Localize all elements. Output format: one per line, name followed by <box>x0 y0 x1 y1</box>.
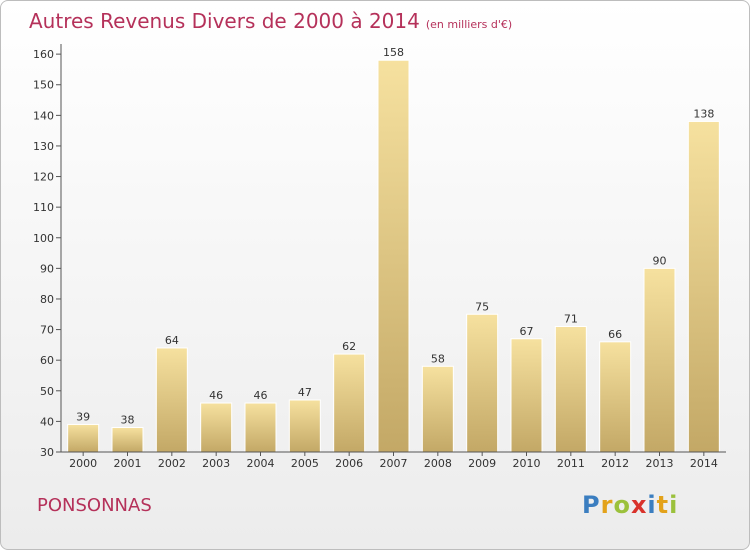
bar-2002 <box>155 347 188 453</box>
x-tick-label-2009: 2009 <box>468 457 496 470</box>
y-tick-label: 50 <box>40 385 54 398</box>
bar-2005 <box>288 399 321 453</box>
chart-unit: (en milliers d'€) <box>425 18 513 31</box>
value-label-2001: 38 <box>121 414 135 427</box>
bar-2012 <box>599 341 632 453</box>
value-label-2008: 58 <box>431 352 445 365</box>
bar-2003 <box>200 402 233 453</box>
x-tick-label-2014: 2014 <box>690 457 718 470</box>
x-tick-label-2001: 2001 <box>114 457 142 470</box>
logo-letter: t <box>656 491 670 519</box>
bar-2006 <box>333 353 366 453</box>
x-tick-label-2013: 2013 <box>646 457 674 470</box>
y-tick-label: 130 <box>33 140 54 153</box>
bar-2000 <box>67 423 100 453</box>
value-label-2003: 46 <box>209 389 223 402</box>
y-tick-label: 100 <box>33 232 54 245</box>
bar-2013 <box>643 267 676 453</box>
logo-letter: i <box>647 491 657 519</box>
value-label-2014: 138 <box>693 107 714 120</box>
x-tick-label-2002: 2002 <box>158 457 186 470</box>
x-tick-label-2007: 2007 <box>380 457 408 470</box>
chart-title: Autres Revenus Divers de 2000 à 2014 (en … <box>29 9 512 33</box>
logo-letter: x <box>630 491 648 519</box>
bar-2011 <box>554 326 587 453</box>
y-tick-label: 160 <box>33 48 54 61</box>
y-tick-label: 80 <box>40 293 54 306</box>
value-label-2004: 46 <box>254 389 268 402</box>
logo-letter: o <box>613 491 631 519</box>
y-tick-label: 60 <box>40 354 54 367</box>
value-labels: 39 38 64 46 46 47 62 158 58 75 67 71 66 90 138 <box>76 46 714 426</box>
proxiti-logo[interactable]: Proxiti <box>582 491 678 519</box>
value-label-2002: 64 <box>165 334 179 347</box>
y-axis-ticks: 30 40 50 60 70 80 90 100 110 120 130 140 150 160 <box>33 48 61 459</box>
x-tick-label-2006: 2006 <box>335 457 363 470</box>
x-tick-label-2012: 2012 <box>601 457 629 470</box>
bars <box>67 59 720 453</box>
y-tick-label: 120 <box>33 171 54 184</box>
value-label-2009: 75 <box>475 300 489 313</box>
logo-letter: i <box>669 491 679 519</box>
place-name: PONSONNAS <box>37 495 152 516</box>
value-label-2010: 67 <box>520 325 534 338</box>
x-tick-label-2008: 2008 <box>424 457 452 470</box>
y-tick-label: 150 <box>33 79 54 92</box>
bar-2010 <box>510 338 543 453</box>
y-tick-label: 90 <box>40 262 54 275</box>
logo-letter: P <box>582 491 601 519</box>
x-tick-label-2004: 2004 <box>247 457 275 470</box>
x-tick-label-2000: 2000 <box>69 457 97 470</box>
bar-2014 <box>687 120 720 453</box>
x-tick-label-2010: 2010 <box>513 457 541 470</box>
bar-2007 <box>377 59 410 453</box>
value-label-2007: 158 <box>383 46 404 59</box>
bar-2008 <box>421 365 454 453</box>
y-tick-label: 140 <box>33 109 54 122</box>
bar-2004 <box>244 402 277 453</box>
y-tick-label: 40 <box>40 415 54 428</box>
bar-2009 <box>466 313 499 453</box>
y-tick-label: 70 <box>40 324 54 337</box>
y-tick-label: 110 <box>33 201 54 214</box>
value-label-2013: 90 <box>653 254 667 267</box>
x-axis-ticks: 2000 2001 2002 2003 2004 2005 2006 2007 2008 2009… <box>69 452 718 470</box>
logo-letter: r <box>600 491 614 519</box>
value-label-2006: 62 <box>342 340 356 353</box>
bar-2001 <box>111 427 144 453</box>
x-tick-label-2005: 2005 <box>291 457 319 470</box>
value-label-2005: 47 <box>298 386 312 399</box>
value-label-2012: 66 <box>608 328 622 341</box>
x-tick-label-2003: 2003 <box>202 457 230 470</box>
y-tick-label: 30 <box>40 446 54 459</box>
value-label-2000: 39 <box>76 410 90 423</box>
value-label-2011: 71 <box>564 313 578 326</box>
chart-title-text: Autres Revenus Divers de 2000 à 2014 <box>29 9 420 33</box>
x-tick-label-2011: 2011 <box>557 457 585 470</box>
